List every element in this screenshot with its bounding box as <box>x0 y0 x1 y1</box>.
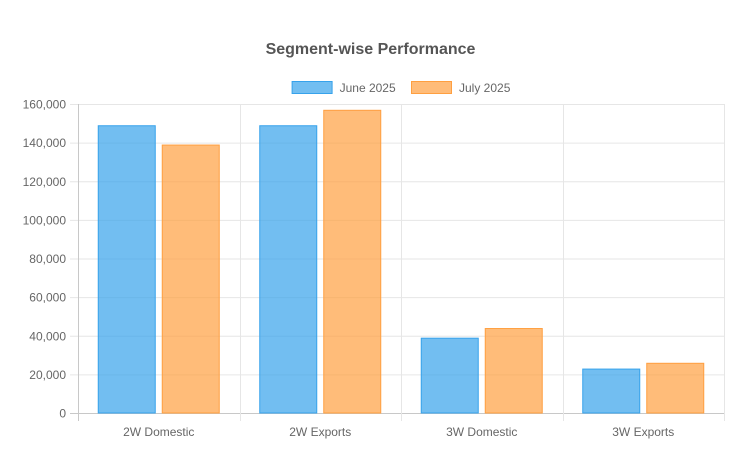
y-tick-label: 0 <box>59 407 66 421</box>
chart-axes: 0 20,000 40,000 60,000 80,000 100,000 120,000 1… <box>23 98 675 440</box>
bar-june-2025 <box>259 125 318 414</box>
x-tick-label: 2W Exports <box>289 425 351 439</box>
bar-july-2025 <box>484 328 543 414</box>
bar-june-2025 <box>420 337 479 414</box>
y-tick-label: 140,000 <box>23 136 67 150</box>
x-tick-label: 3W Exports <box>612 425 674 439</box>
chart-bars <box>97 109 705 414</box>
y-tick-label: 20,000 <box>29 368 66 382</box>
x-tick-label: 3W Domestic <box>446 425 517 439</box>
x-tick-label: 2W Domestic <box>123 425 194 439</box>
y-tick-label: 160,000 <box>23 98 67 112</box>
bar-june-2025 <box>97 125 156 414</box>
y-tick-label: 60,000 <box>29 291 66 305</box>
legend-label: July 2025 <box>459 81 511 95</box>
bar-july-2025 <box>323 109 382 414</box>
y-tick-label: 40,000 <box>29 329 66 343</box>
bar-july-2025 <box>161 144 220 414</box>
chart-title: Segment-wise Performance <box>266 41 476 58</box>
bar-june-2025 <box>582 368 641 414</box>
legend-label: June 2025 <box>340 81 396 95</box>
y-tick-label: 100,000 <box>23 213 67 227</box>
y-tick-label: 80,000 <box>29 252 66 266</box>
chart-legend: June 2025 July 2025 <box>291 81 511 95</box>
y-tick-label: 120,000 <box>23 175 67 189</box>
legend-swatch <box>291 81 333 94</box>
bar-july-2025 <box>646 362 705 414</box>
legend-swatch <box>411 81 452 94</box>
